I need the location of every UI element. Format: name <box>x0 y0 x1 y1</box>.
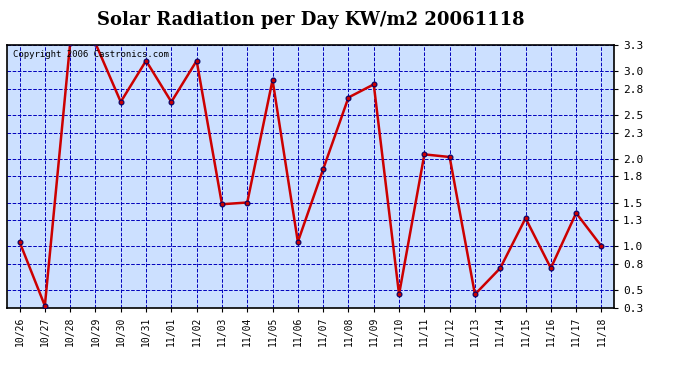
Text: Copyright 2006 Castronics.com: Copyright 2006 Castronics.com <box>13 50 169 59</box>
Text: Solar Radiation per Day KW/m2 20061118: Solar Radiation per Day KW/m2 20061118 <box>97 11 524 29</box>
